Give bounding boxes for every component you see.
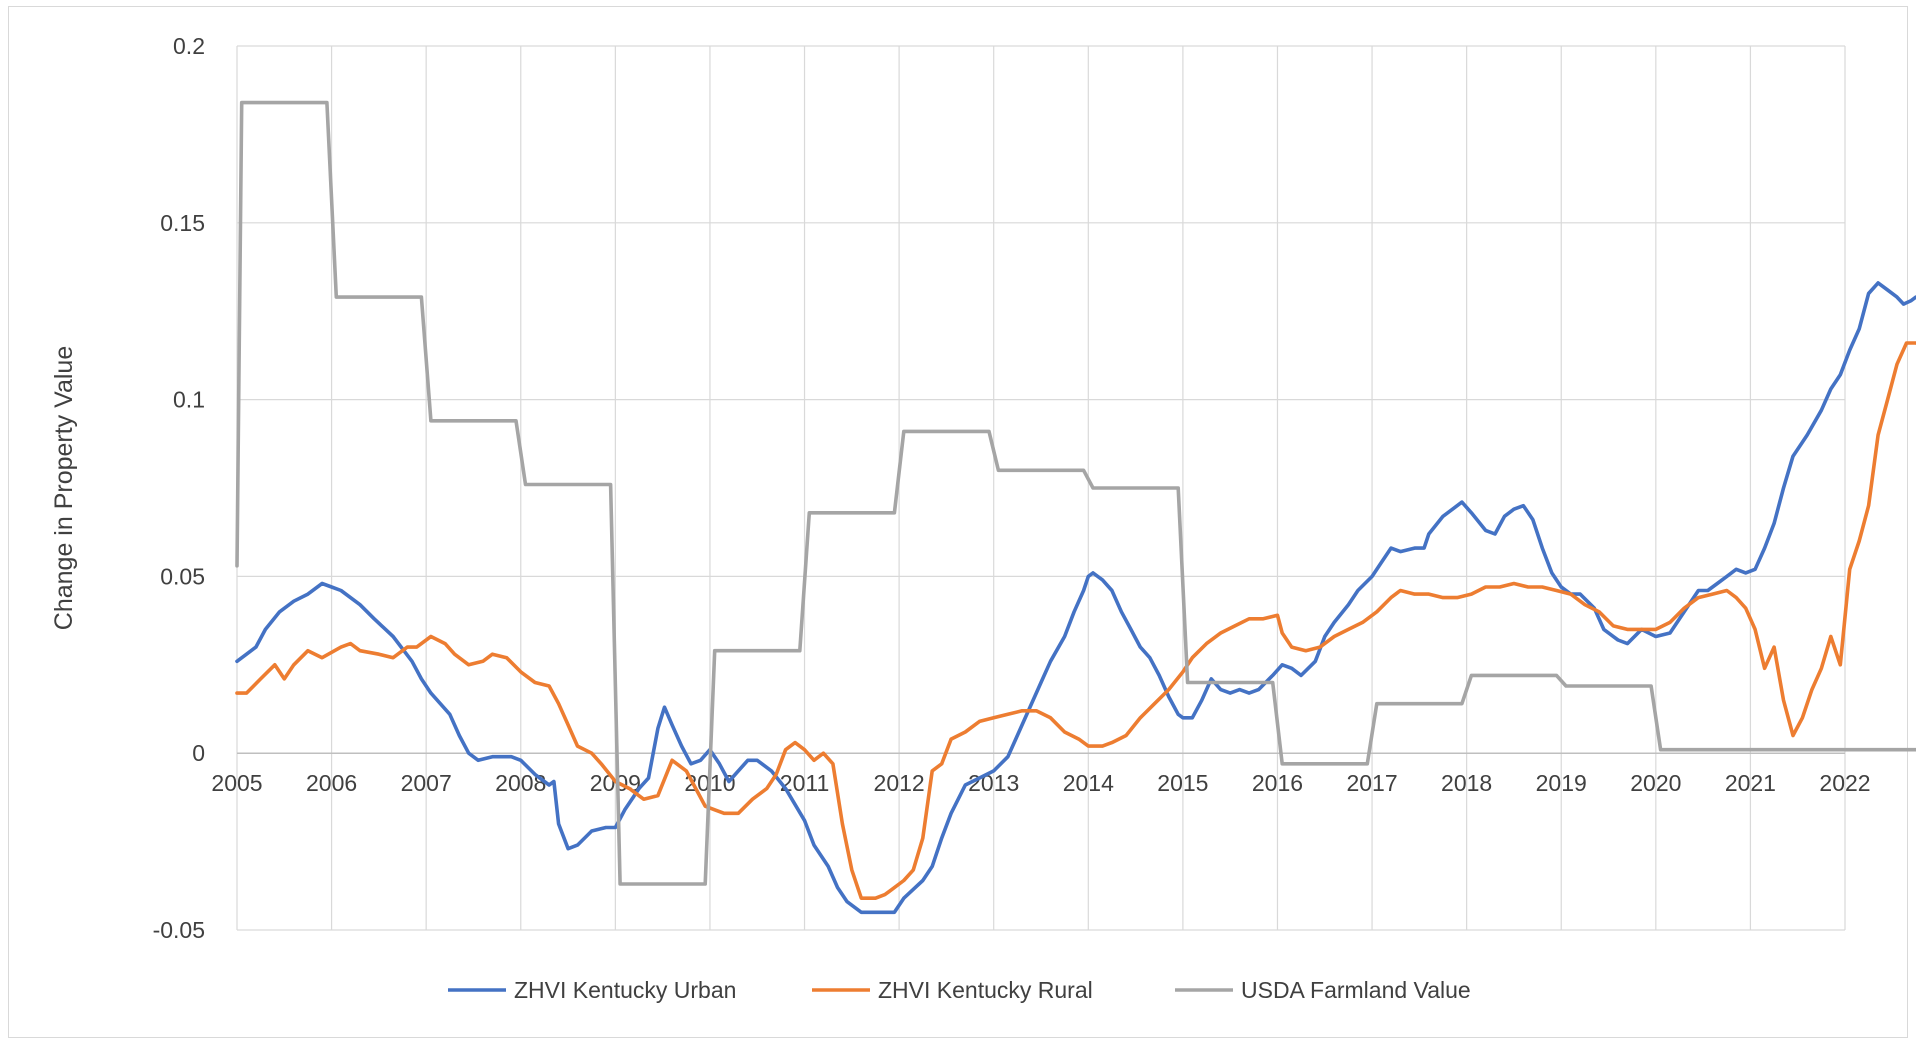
x-tick-label: 2016	[1252, 770, 1303, 796]
x-tick-label: 2015	[1157, 770, 1208, 796]
chart-frame	[8, 6, 1908, 1038]
y-tick-label: 0.05	[160, 563, 205, 589]
y-tick-label: 0.15	[160, 210, 205, 236]
series-line-1	[235, 281, 1916, 915]
x-tick-label: 2008	[495, 770, 546, 796]
x-tick-label: 2006	[306, 770, 357, 796]
x-tick-label: 2022	[1819, 770, 1870, 796]
legend-label: USDA Farmland Value	[1241, 977, 1471, 1003]
y-axis-title: Change in Property Value	[50, 346, 78, 630]
y-axis-tick-labels: 0.2 0.15 0.1 0.05 0 -0.05	[153, 33, 205, 943]
legend: ZHVI Kentucky Urban ZHVI Kentucky Rural US…	[448, 977, 1471, 1003]
x-tick-label: 2005	[211, 770, 262, 796]
x-tick-label: 2019	[1536, 770, 1587, 796]
gridlines	[236, 45, 1846, 931]
x-axis-tick-labels: 2005 2006 2007 2008 2009 2010 2011 2012 2013 2014…	[211, 770, 1870, 796]
series-lines	[235, 100, 1916, 915]
x-tick-label: 2012	[874, 770, 925, 796]
x-tick-label: 2014	[1063, 770, 1114, 796]
x-tick-label: 2013	[968, 770, 1019, 796]
legend-label: ZHVI Kentucky Rural	[878, 977, 1093, 1003]
series-line-3	[235, 100, 1916, 886]
legend-label: ZHVI Kentucky Urban	[514, 977, 736, 1003]
x-tick-label: 2007	[401, 770, 452, 796]
y-tick-label: 0.2	[173, 33, 205, 59]
x-tick-label: 2020	[1630, 770, 1681, 796]
y-tick-label: -0.05	[153, 917, 205, 943]
x-tick-label: 2017	[1346, 770, 1397, 796]
series-line-2	[235, 341, 1916, 900]
y-tick-label: 0.1	[173, 387, 205, 413]
x-tick-label: 2018	[1441, 770, 1492, 796]
x-tick-label: 2021	[1725, 770, 1776, 796]
y-tick-label: 0	[192, 740, 205, 766]
